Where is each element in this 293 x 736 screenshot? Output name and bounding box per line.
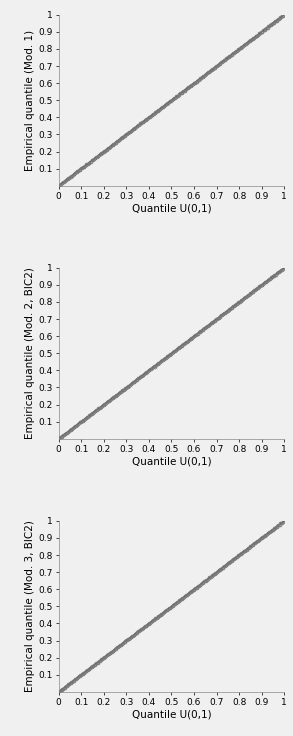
Y-axis label: Empirical quantile (Mod. 3, BIC2): Empirical quantile (Mod. 3, BIC2) xyxy=(25,520,35,693)
X-axis label: Quantile U(0,1): Quantile U(0,1) xyxy=(132,710,211,720)
X-axis label: Quantile U(0,1): Quantile U(0,1) xyxy=(132,204,211,213)
Y-axis label: Empirical quantile (Mod. 2, BIC2): Empirical quantile (Mod. 2, BIC2) xyxy=(25,267,35,439)
X-axis label: Quantile U(0,1): Quantile U(0,1) xyxy=(132,457,211,467)
Y-axis label: Empirical quantile (Mod. 1): Empirical quantile (Mod. 1) xyxy=(25,29,35,171)
